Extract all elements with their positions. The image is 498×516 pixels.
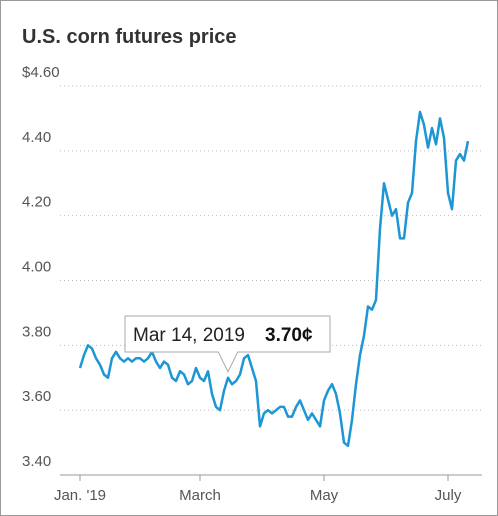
y-tick-label: $4.60	[22, 64, 60, 81]
x-tick-label: March	[179, 487, 221, 504]
grid: 3.40 3.60 3.80 4.00 4.20 4.40 $4.60 Jan. '19 Mar…	[22, 64, 482, 504]
chart-title: U.S. corn futures price	[22, 26, 237, 48]
x-tick-label: Jan. '19	[54, 487, 106, 504]
tooltip-pointer	[217, 351, 239, 373]
x-tick-label: May	[310, 487, 339, 504]
y-tick-label: 4.00	[22, 259, 51, 276]
x-tick-label: July	[435, 487, 462, 504]
price-line	[78, 110, 470, 448]
tooltip: Mar 14, 2019 3.70¢	[124, 315, 331, 373]
y-tick-label: 3.80	[22, 323, 51, 340]
y-tick-label: 3.40	[22, 453, 51, 470]
tooltip-value: 3.70¢	[265, 325, 313, 346]
tooltip-box	[124, 315, 331, 353]
y-tick-label: 4.20	[22, 194, 51, 211]
plot	[78, 110, 470, 448]
y-tick-label: 3.60	[22, 388, 51, 405]
y-tick-label: 4.40	[22, 129, 51, 146]
tooltip-date: Mar 14, 2019	[133, 325, 245, 346]
